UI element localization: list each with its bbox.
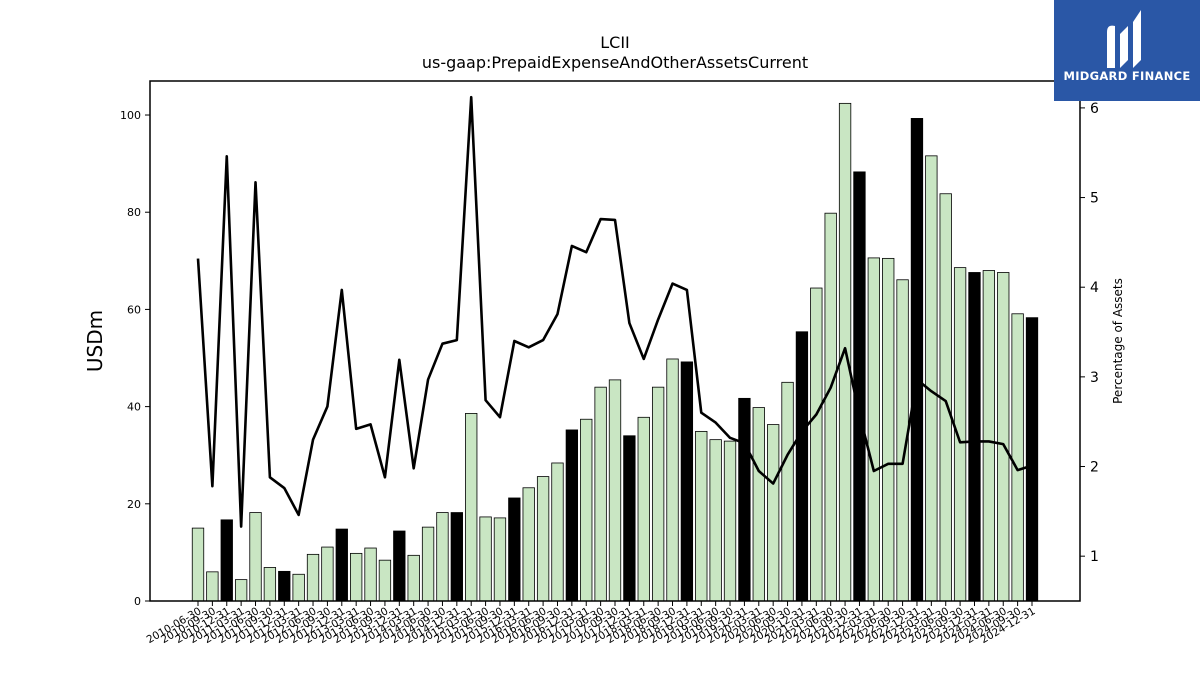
bar [522,487,535,602]
midgard-logo-icon [1107,10,1141,69]
bar [421,526,435,602]
bar [666,358,679,602]
chart-title: LCII [600,33,630,52]
bar [709,439,722,602]
bar [206,571,219,602]
y2-axis-label: Percentage of Assets [1111,278,1125,404]
chart-subtitle: us-gaap:PrepaidExpenseAndOtherAssetsCurr… [422,53,808,72]
bar [335,528,348,602]
bar [608,379,622,602]
bar [278,570,291,602]
y-tick-label: 40 [127,401,141,414]
bar [364,547,377,602]
y-tick-label: 0 [134,595,141,608]
bar [997,272,1010,602]
bar [767,424,780,602]
bar [867,257,880,602]
y2-tick-label: 4 [1090,280,1099,296]
brand-logo: MIDGARD FINANCE [1054,0,1200,101]
bar [378,559,392,602]
bar [580,418,593,602]
bar [695,430,708,602]
bar [824,212,837,602]
y-tick-label: 80 [127,206,141,219]
bar [651,386,665,602]
line-group [196,95,1033,528]
y-tick-label: 20 [127,498,141,511]
y2-tick-label: 6 [1090,101,1099,117]
bar [249,512,262,602]
bar [306,553,320,602]
y-tick-label: 100 [120,109,141,122]
bar [450,512,463,602]
bar [350,552,363,602]
bar [565,429,579,602]
bar [220,519,233,602]
bar [536,476,550,602]
bar [982,270,996,602]
bar [465,413,478,602]
bar [781,381,794,602]
percentage-line [196,95,1033,528]
bar [738,397,751,602]
bar [551,462,564,602]
bar [292,573,305,602]
bar [925,155,938,602]
bar [810,287,823,602]
bar [723,440,737,602]
bar [508,497,521,602]
bar [637,416,650,602]
bar [968,272,981,602]
bar [680,361,694,602]
bar [393,530,406,602]
bar [1011,313,1024,602]
logo-text: MIDGARD FINANCE [1063,69,1191,83]
bar [263,567,277,602]
bar [191,527,205,602]
y-tick-label: 60 [127,303,141,316]
bar-group [191,102,1039,602]
y2-tick-label: 2 [1090,460,1099,476]
bar [479,516,492,602]
bar [623,435,636,602]
bar [795,331,809,602]
bar [910,118,924,602]
bar [853,171,866,602]
y2-tick-label: 5 [1090,191,1099,207]
bar [407,554,420,602]
y2-tick-label: 3 [1090,370,1099,386]
bar [436,512,449,602]
bar [752,407,765,602]
bar [321,546,334,602]
bar [493,517,507,602]
bar [1025,317,1039,602]
axes: 0204060801001234562010-06-302010-09-3020… [120,101,1099,646]
bar [594,386,607,602]
bar [234,579,248,602]
y2-tick-label: 1 [1090,549,1099,565]
y-axis-label: USDm [83,310,107,372]
bar [882,257,895,602]
